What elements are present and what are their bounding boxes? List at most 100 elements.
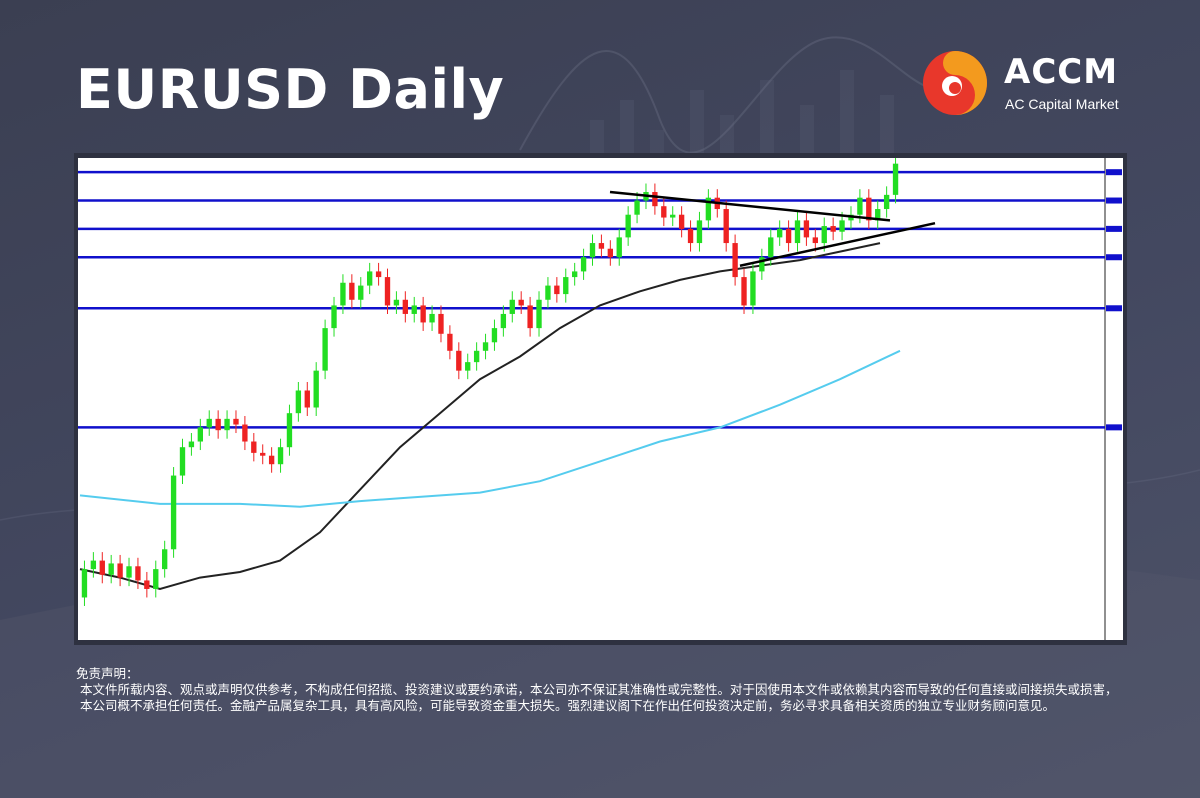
- candle-30: [349, 282, 355, 300]
- candle-68: [687, 228, 694, 244]
- candle-66: [670, 214, 676, 218]
- candle-43: [465, 362, 471, 371]
- level-price-tag-3: [1106, 254, 1122, 261]
- accm-logo-icon: [923, 51, 987, 115]
- candle-1: [90, 560, 97, 570]
- candle-61: [625, 214, 631, 238]
- candle-10: [170, 475, 177, 550]
- candle-23: [286, 413, 293, 448]
- candle-48: [509, 299, 515, 314]
- candle-31: [358, 285, 364, 300]
- trendline-1: [739, 221, 936, 267]
- level-price-tag-2: [1106, 225, 1122, 232]
- page-title: EURUSD Daily: [76, 58, 505, 121]
- candle-57: [589, 243, 596, 258]
- candle-24: [295, 390, 302, 414]
- candle-67: [678, 214, 685, 229]
- candle-89: [875, 209, 881, 221]
- candle-37: [411, 305, 417, 314]
- level-price-tag-5: [1106, 424, 1122, 431]
- chart-frame: [74, 153, 1127, 645]
- candle-79: [785, 228, 792, 244]
- chart-plot-area: [78, 158, 1123, 640]
- candle-78: [777, 228, 783, 238]
- candle-44: [473, 350, 480, 363]
- candle-76: [759, 257, 765, 272]
- candle-42: [456, 350, 462, 371]
- candle-34: [384, 277, 391, 306]
- candle-90: [883, 194, 890, 210]
- candle-91: [892, 163, 899, 195]
- candle-28: [331, 305, 337, 329]
- candle-51: [536, 299, 542, 329]
- candle-41: [447, 333, 453, 351]
- candle-11: [179, 447, 186, 476]
- candle-50: [527, 305, 533, 329]
- candle-27: [322, 328, 328, 371]
- level-price-tag-4: [1106, 305, 1122, 312]
- candle-5: [126, 566, 132, 578]
- candle-16: [224, 418, 230, 431]
- candle-80: [794, 220, 801, 244]
- candle-52: [545, 285, 551, 300]
- candle-58: [598, 243, 605, 249]
- candle-38: [420, 305, 426, 323]
- trendline-0: [609, 190, 891, 222]
- candle-54: [563, 277, 569, 295]
- candle-60: [616, 237, 622, 258]
- moving-average-1: [79, 349, 901, 508]
- candle-8: [153, 569, 159, 589]
- candle-6: [135, 566, 141, 581]
- candle-47: [500, 313, 507, 329]
- disclaimer: 免责声明： 本文件所载内容、观点或声明仅供参考，不构成任何招揽、投资建议或要约承…: [76, 666, 1126, 714]
- candle-87: [857, 197, 863, 215]
- candle-3: [108, 563, 114, 575]
- candle-81: [803, 220, 810, 238]
- candle-75: [750, 271, 756, 306]
- disclaimer-body: 本文件所载内容、观点或声明仅供参考，不构成任何招揽、投资建议或要约承诺，本公司亦…: [80, 682, 1118, 713]
- level-price-tag-1: [1106, 197, 1122, 204]
- candle-29: [340, 282, 346, 306]
- eurusd-chart: [78, 158, 1123, 640]
- candle-45: [482, 342, 489, 351]
- candle-49: [518, 299, 524, 306]
- candle-65: [661, 206, 667, 218]
- moving-average-0: [79, 242, 881, 591]
- candle-25: [304, 390, 310, 408]
- candle-82: [812, 237, 818, 244]
- logo-subtitle: AC Capital Market: [1005, 96, 1119, 112]
- candle-72: [723, 209, 729, 244]
- candle-32: [367, 271, 373, 286]
- candle-7: [144, 580, 150, 589]
- candle-55: [572, 271, 578, 278]
- candle-69: [696, 220, 703, 244]
- candle-26: [313, 370, 319, 408]
- candle-18: [242, 424, 248, 442]
- candle-77: [768, 237, 774, 258]
- candle-19: [251, 441, 257, 453]
- candle-9: [162, 549, 168, 570]
- candle-36: [402, 299, 408, 314]
- candle-39: [429, 313, 435, 323]
- disclaimer-heading: 免责声明：: [76, 666, 139, 681]
- candle-84: [830, 226, 836, 232]
- candle-70: [705, 197, 712, 221]
- candle-85: [839, 220, 845, 232]
- candle-22: [277, 447, 284, 465]
- logo-name: ACCM: [1004, 52, 1119, 92]
- candle-33: [375, 271, 382, 278]
- candle-46: [491, 328, 498, 343]
- candle-12: [188, 441, 195, 448]
- candle-83: [821, 226, 827, 244]
- candle-73: [732, 243, 738, 278]
- candle-2: [99, 560, 105, 575]
- candle-62: [634, 200, 640, 215]
- candle-56: [580, 257, 587, 272]
- candle-74: [741, 277, 747, 306]
- candle-15: [215, 418, 221, 431]
- candle-40: [438, 313, 444, 334]
- candle-20: [260, 452, 266, 456]
- level-price-tag-0: [1106, 169, 1122, 176]
- candle-53: [554, 285, 560, 295]
- candle-21: [268, 455, 275, 465]
